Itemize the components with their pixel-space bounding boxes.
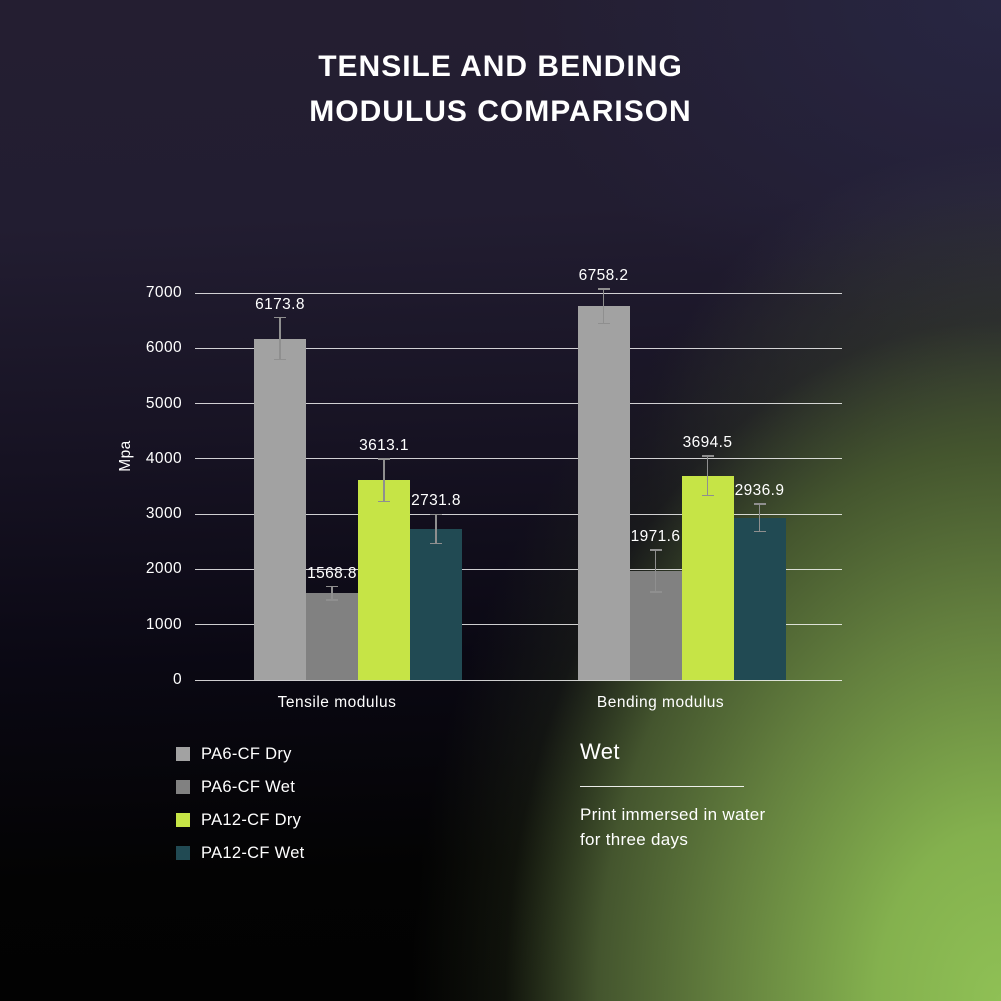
error-cap-top-pa12-cf-dry-tensile-modulus [378, 458, 390, 460]
error-bar-pa12-cf-dry-bending-modulus [706, 455, 709, 496]
gridline-7000 [195, 292, 842, 294]
bar-value-label-pa6-cf-wet-bending-modulus: 1971.6 [630, 527, 681, 545]
error-cap-top-pa12-cf-wet-bending-modulus [753, 503, 766, 505]
error-bar-pa12-cf-wet-bending-modulus [758, 503, 761, 532]
bar-value-label-pa6-cf-wet-tensile-modulus: 1568.8 [307, 564, 357, 582]
annotation-heading: Wet [580, 739, 620, 764]
gridline-5000 [195, 403, 842, 405]
bar-value-label-pa12-cf-dry-tensile-modulus: 3613.1 [359, 437, 409, 455]
chart-title-text: TENSILE AND BENDING MODULUS COMPARISON [309, 50, 692, 128]
error-bar-pa6-cf-dry-tensile-modulus [279, 317, 281, 360]
category-label-bending-modulus: Bending modulus [596, 694, 725, 711]
legend-item-pa12-cf-wet: PA12-CF Wet [176, 843, 305, 863]
bar-value-label-pa12-cf-wet-bending-modulus: 2936.9 [734, 481, 785, 499]
y-axis-label: Mpa [117, 440, 134, 472]
annotation-body: Print immersed in water for three days [580, 805, 766, 849]
legend-item-pa6-cf-wet: PA6-CF Wet [176, 777, 305, 797]
error-cap-bottom-pa12-cf-wet-bending-modulus [753, 530, 766, 533]
y-tick-label-4000: 4000 [145, 449, 182, 467]
bar-value-label-pa6-cf-dry-tensile-modulus: 6173.8 [255, 295, 305, 313]
legend-label-pa12-cf-wet: PA12-CF Wet [201, 844, 305, 862]
gridline-1000 [195, 624, 842, 626]
bar-pa12-cf-wet-bending-modulus [733, 517, 786, 680]
error-bar-pa12-cf-dry-tensile-modulus [383, 459, 385, 502]
error-cap-bottom-pa6-cf-wet-bending-modulus [649, 591, 662, 593]
error-cap-top-pa6-cf-wet-bending-modulus [649, 549, 662, 551]
error-cap-bottom-pa6-cf-dry-bending-modulus [597, 322, 610, 325]
gridline-6000 [195, 347, 842, 349]
legend-label-pa12-cf-dry: PA12-CF Dry [201, 811, 302, 829]
error-bar-pa6-cf-dry-bending-modulus [602, 289, 605, 324]
category-label-tensile-modulus: Tensile modulus [277, 694, 397, 711]
chart-legend: PA6-CF Dry PA6-CF Wet PA12-CF Dry PA12-CF W… [176, 744, 305, 863]
y-tick-label-2000: 2000 [145, 560, 182, 578]
bar-value-label-pa12-cf-wet-tensile-modulus: 2731.8 [411, 492, 461, 510]
legend-swatch-pa6-cf-wet [176, 780, 190, 794]
y-tick-label-0: 0 [172, 671, 182, 688]
error-bar-pa12-cf-wet-tensile-modulus [435, 514, 437, 544]
y-tick-label-5000: 5000 [145, 394, 182, 412]
legend-label-pa6-cf-dry: PA6-CF Dry [201, 745, 292, 763]
error-cap-bottom-pa12-cf-dry-tensile-modulus [378, 500, 390, 502]
y-tick-label-1000: 1000 [145, 615, 182, 633]
y-tick-label-6000: 6000 [145, 339, 182, 357]
gridline-0 [195, 679, 842, 681]
gridline-3000 [195, 513, 842, 515]
legend-swatch-pa12-cf-dry [176, 813, 190, 827]
y-tick-label-7000: 7000 [145, 284, 182, 301]
error-bar-pa6-cf-wet-tensile-modulus [331, 586, 333, 600]
legend-swatch-pa12-cf-wet [176, 846, 190, 860]
bar-pa12-cf-dry-bending-modulus [681, 475, 734, 680]
bar-value-label-pa12-cf-dry-bending-modulus: 3694.5 [682, 433, 733, 451]
error-cap-top-pa6-cf-wet-tensile-modulus [326, 585, 338, 588]
legend-item-pa6-cf-dry: PA6-CF Dry [176, 744, 305, 764]
gridline-4000 [195, 458, 842, 460]
error-cap-bottom-pa6-cf-wet-tensile-modulus [326, 599, 338, 601]
error-cap-bottom-pa6-cf-dry-tensile-modulus [274, 358, 286, 361]
error-cap-top-pa6-cf-dry-bending-modulus [597, 288, 610, 290]
bar-pa6-cf-dry-tensile-modulus [254, 338, 306, 680]
error-cap-top-pa12-cf-wet-tensile-modulus [430, 513, 442, 516]
legend-item-pa12-cf-dry: PA12-CF Dry [176, 810, 305, 830]
error-cap-top-pa6-cf-dry-tensile-modulus [274, 316, 286, 319]
error-bar-pa6-cf-wet-bending-modulus [654, 549, 657, 592]
chart-title: TENSILE AND BENDING MODULUS COMPARISON [0, 44, 1001, 134]
error-cap-top-pa12-cf-dry-bending-modulus [701, 455, 714, 457]
error-cap-bottom-pa12-cf-dry-bending-modulus [701, 494, 714, 497]
bar-pa6-cf-wet-tensile-modulus [306, 593, 358, 680]
bar-pa12-cf-wet-tensile-modulus [410, 528, 462, 680]
annotation-divider [580, 786, 744, 787]
legend-swatch-pa6-cf-dry [176, 747, 190, 761]
legend-label-pa6-cf-wet: PA6-CF Wet [201, 778, 296, 796]
bar-value-label-pa6-cf-dry-bending-modulus: 6758.2 [578, 267, 629, 285]
wet-annotation: Wet Print immersed in water for three da… [580, 738, 820, 852]
error-cap-bottom-pa12-cf-wet-tensile-modulus [430, 542, 442, 545]
bar-pa12-cf-dry-tensile-modulus [358, 480, 410, 680]
gridline-2000 [195, 568, 842, 570]
y-tick-label-3000: 3000 [145, 505, 182, 523]
bar-pa6-cf-dry-bending-modulus [577, 306, 630, 680]
